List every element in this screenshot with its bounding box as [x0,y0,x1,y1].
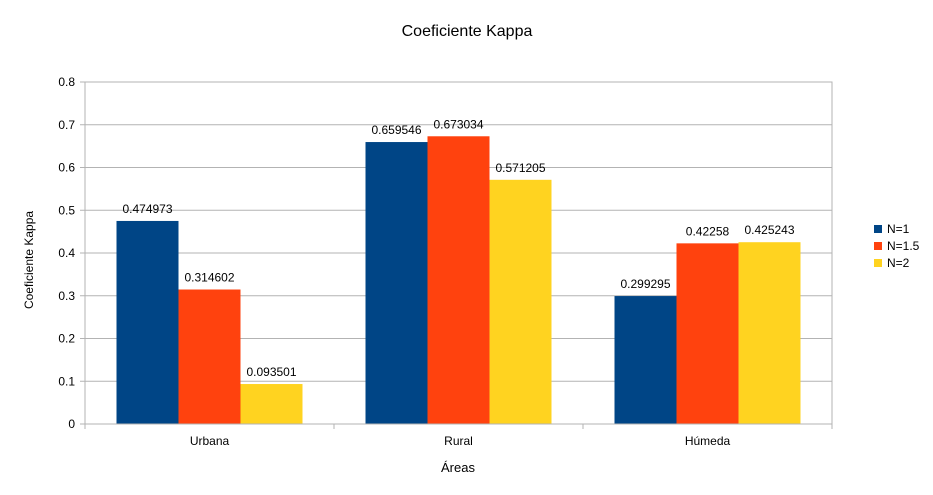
bar-value-label: 0.659546 [371,123,421,137]
y-tick-label: 0.4 [58,246,75,260]
y-tick-label: 0.6 [58,161,75,175]
bar [614,296,677,424]
bar [116,220,179,424]
y-tick-label: 0.3 [58,289,75,303]
bar [427,136,490,425]
x-tick-label: Rural [444,434,473,448]
y-tick-label: 0 [68,417,75,431]
bar-value-label: 0.093501 [246,365,296,379]
bar-value-label: 0.42258 [686,224,730,238]
bars [116,136,801,425]
x-tick-label: Urbana [190,434,230,448]
bar-value-label: 0.314602 [184,271,234,285]
bar [676,243,739,424]
legend-swatch [874,242,882,250]
bar [489,179,552,424]
value-labels: 0.474973 0.314602 0.093501 0.659546 0.673034… [122,117,794,379]
bar-value-label: 0.299295 [620,277,670,291]
y-axis-label: Coeficiente Kappa [22,211,36,309]
y-tick-label: 0.7 [58,118,75,132]
legend-label: N=1 [887,222,910,236]
legend-swatch [874,259,882,267]
y-tick-label: 0.5 [58,203,75,217]
y-tick-label: 0.1 [58,374,75,388]
bar [240,384,303,424]
bar-value-label: 0.673034 [433,117,483,131]
bar [365,142,428,425]
y-tick-label: 0.8 [58,75,75,89]
legend-label: N=2 [887,256,910,270]
y-tick-label: 0.2 [58,332,75,346]
legend-label: N=1.5 [887,239,920,253]
bar-value-label: 0.425243 [744,223,794,237]
legend: N=1 N=1.5 N=2 [874,222,920,270]
chart-title: Coeficiente Kappa [402,23,533,40]
x-axis-ticks: Urbana Rural Húmeda [84,424,833,448]
bar-value-label: 0.474973 [122,202,172,216]
x-tick-label: Húmeda [685,434,731,448]
bar [738,242,801,424]
x-axis-label: Áreas [441,460,475,475]
bar-value-label: 0.571205 [495,161,545,175]
y-axis-ticks: 0 0.1 0.2 0.3 0.4 0.5 0.6 0.7 0.8 [58,75,85,431]
legend-swatch [874,225,882,233]
bar [178,289,241,424]
